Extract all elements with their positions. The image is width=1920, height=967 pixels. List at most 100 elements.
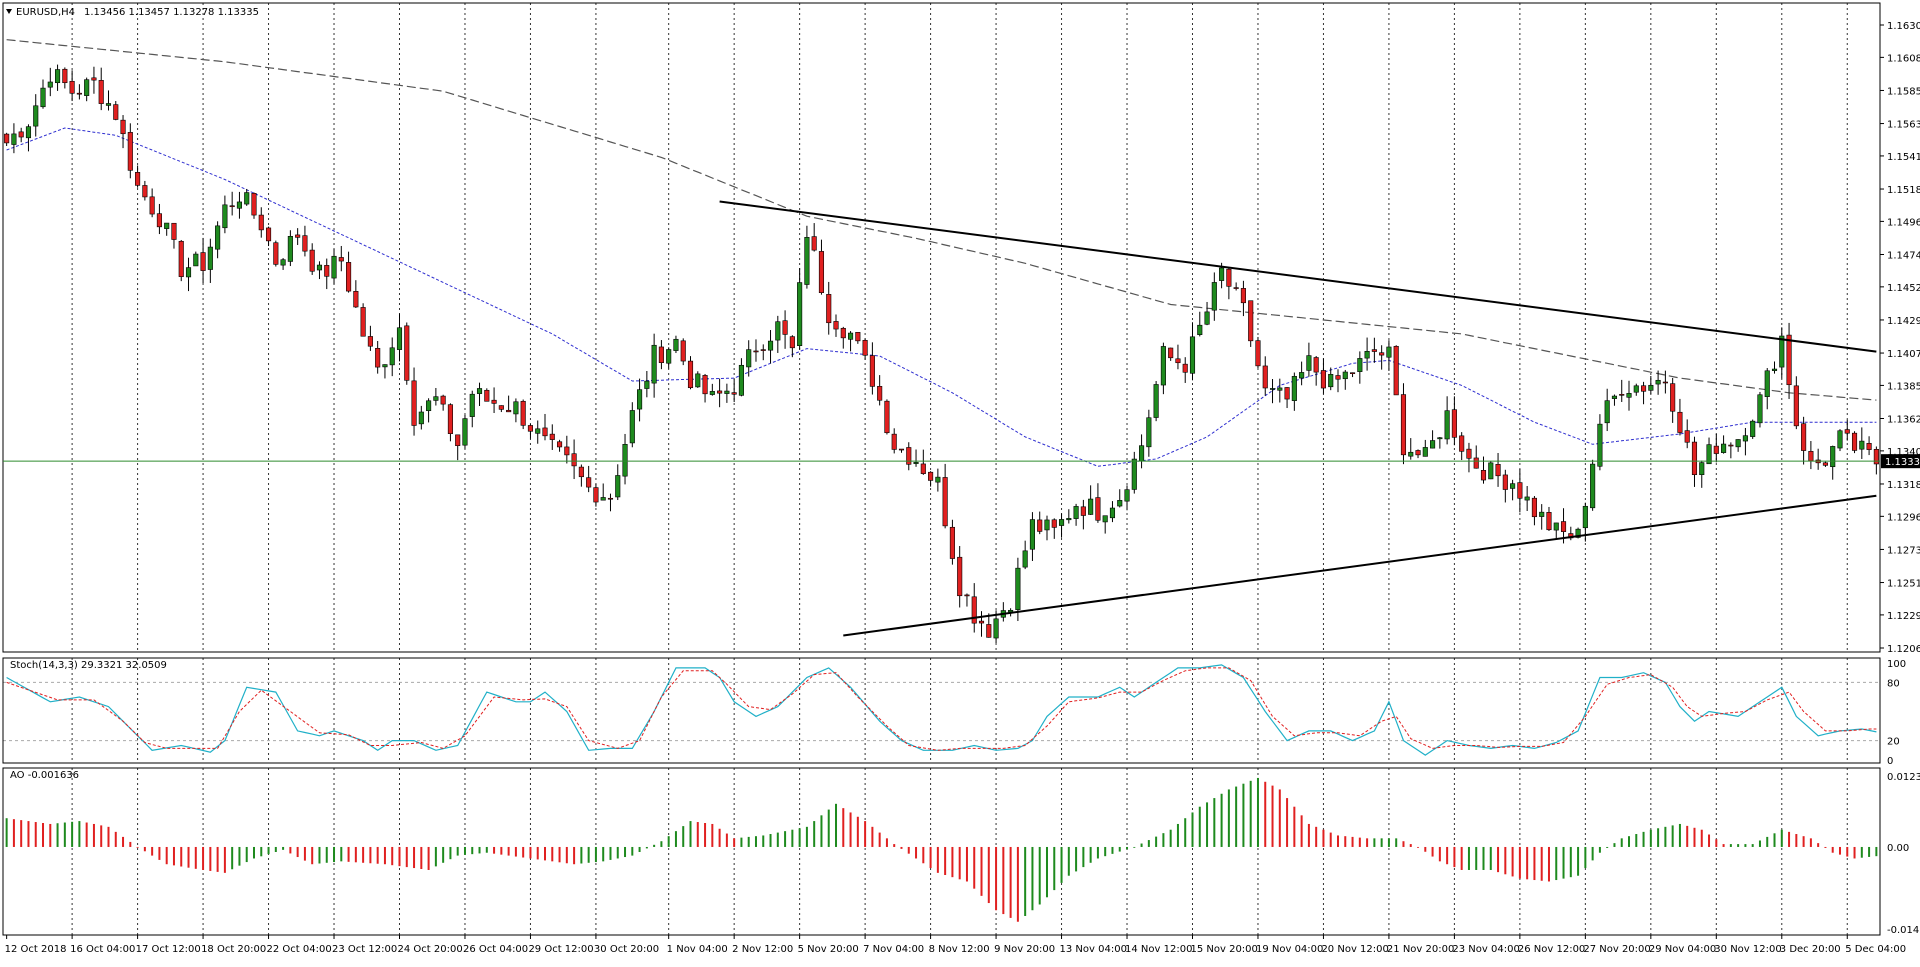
candle-body [1182,363,1188,373]
candle-body [1306,355,1312,371]
ao-bar [747,836,750,847]
candle-body [287,235,293,262]
grid [71,3,1848,935]
candle-body [1721,443,1727,453]
candle-body [1691,441,1698,476]
candle-body [1808,451,1814,462]
ao-bar [12,819,15,847]
candle-body [1750,420,1756,437]
ao-bar [1278,789,1281,847]
symbol-header[interactable]: EURUSD,H4 [16,7,75,18]
candle-body [622,444,628,477]
trendline[interactable] [719,200,1877,353]
ao-bar [1198,806,1201,847]
ao-bar [1351,836,1354,847]
ao-bar [1511,846,1514,877]
trendlines [719,200,1877,637]
candle-body [185,267,192,278]
candle-body [1699,462,1705,476]
candle-body [324,265,330,277]
ao-bar [1315,826,1318,847]
stoch-level-label: 80 [1887,678,1900,689]
ao-bar [434,846,437,867]
ao-bar [1424,846,1427,852]
ao-bar [427,846,430,870]
candle-body [1517,482,1523,499]
ao-bar [594,846,597,863]
ao-bar [1409,844,1412,847]
ao-bar [42,823,45,847]
ao-bar [871,826,874,847]
ao-bar [500,846,503,855]
ao-bar [1555,846,1558,881]
y-tick-label: 1.13180 [1887,480,1920,491]
candle-body [789,336,795,349]
ao-bar [456,846,459,856]
ao-bar [1868,846,1871,857]
x-tick-label: 14 Nov 12:00 [1125,944,1192,955]
candle-body [1320,370,1327,389]
ao-bar [1206,802,1209,847]
candle-body [1662,381,1668,384]
dropdown-triangle-icon[interactable] [6,9,12,14]
candle-body [1757,394,1763,424]
candle-body [1793,385,1799,427]
candle-body [193,253,199,267]
candle-body [455,434,461,447]
ao-bar [1788,831,1791,847]
candle-body [1626,393,1632,398]
ao-bar [129,841,132,847]
candle-body [1619,394,1625,396]
candle-body [1328,373,1334,388]
candle-body [120,119,126,135]
x-tick-label: 27 Nov 20:00 [1583,944,1650,955]
trendline[interactable] [843,494,1877,637]
candle-body [105,103,112,106]
candle-body [898,448,905,451]
ao-bar [733,838,736,847]
stochastic-panel [3,664,1880,756]
candle-body [18,131,24,138]
ao-bar [674,831,677,847]
candle-body [215,225,221,250]
ao-bar [624,846,627,858]
candle-body [1873,448,1879,465]
ao-bar [689,821,692,847]
ao-bar [856,816,859,847]
ao-bar [1438,846,1441,862]
ao-bar [1300,815,1303,847]
stoch-level-label: 0 [1887,756,1893,767]
candle-body [877,386,883,401]
candle-body [855,332,861,342]
ao-bar [1613,843,1616,847]
candle-body [346,262,352,292]
ao-bar [1780,829,1783,847]
ao-bar [107,826,110,847]
fast-ma-line [6,127,1877,467]
ao-bar [1606,846,1609,848]
ao-bar [1817,843,1820,847]
candle-body [1866,443,1872,450]
x-tick-label: 19 Nov 04:00 [1256,944,1323,955]
ao-bar [1809,838,1812,847]
candle-body [164,222,170,229]
ao-bar [209,846,212,871]
candle-body [1357,358,1363,372]
y-tick-label: 1.12735 [1887,545,1920,556]
candle-body [513,401,519,415]
candle-body [986,624,992,638]
candle-body [920,463,926,474]
ao-bar [1620,838,1623,847]
candle-body [251,193,257,216]
ao-bar [1744,844,1747,847]
candle-body [360,307,366,337]
candle-body [1393,345,1399,396]
candle-body [957,556,963,597]
candle-body [1539,511,1545,517]
candle-body [236,201,242,209]
awesome-oscillator-panel [5,777,1878,922]
ao-bar [1431,846,1434,857]
y-tick-label: 1.15185 [1887,185,1920,196]
ao-bar [1417,846,1420,848]
ao-bar [558,846,561,863]
